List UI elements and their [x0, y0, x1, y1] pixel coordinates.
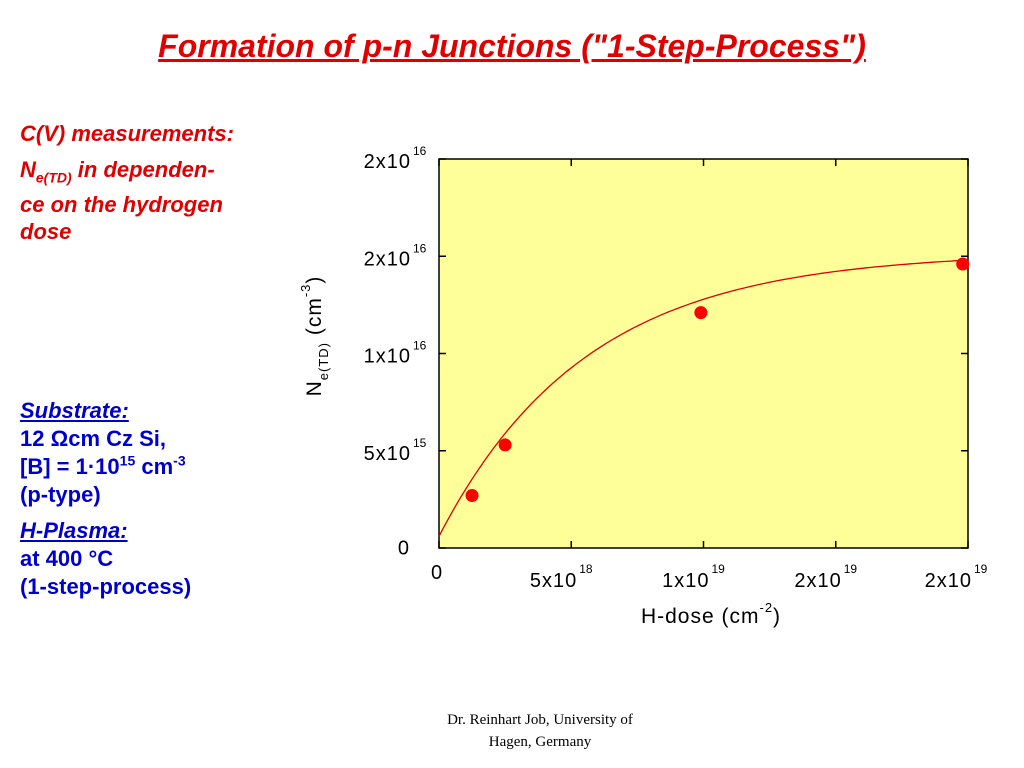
x-tick-exponent: 18 [579, 562, 593, 576]
x-tick-mantissa: 2x10 [794, 570, 841, 592]
y-tick-exponent: 15 [413, 436, 427, 450]
measurement-detail: Ne(TD) in dependen- ce on the hydrogen d… [20, 157, 223, 245]
y-tick-mantissa: 2x10 [364, 248, 411, 270]
substrate-resistivity: 12 Ωcm Cz Si, [20, 426, 167, 451]
x-tick-label: 0 [431, 562, 443, 584]
substrate-type: (p-type) [20, 482, 101, 507]
data-point [694, 306, 708, 320]
x-tick-mantissa: 5x10 [530, 570, 577, 592]
substrate-boron: [B] = 1·1015 cm-3 [20, 452, 186, 479]
x-tick-mantissa: 2x10 [925, 570, 972, 592]
measurement-description: C(V) measurements: Ne(TD) in dependen- c… [20, 120, 310, 245]
x-tick-mantissa: 1x10 [662, 570, 709, 592]
y-axis-label: Ne(TD) (cm-3) [298, 276, 331, 397]
fit-curve [438, 259, 969, 537]
measurement-heading: C(V) measurements: [20, 121, 234, 146]
y-tick-exponent: 16 [413, 241, 427, 255]
y-tick-exponent: 16 [413, 144, 427, 158]
y-tick-mantissa: 1x10 [364, 346, 411, 368]
y-tick-mantissa: 5x10 [364, 443, 411, 465]
plot-area [438, 158, 969, 549]
x-tick-exponent: 19 [712, 562, 726, 576]
substrate-heading: Substrate: [20, 398, 129, 423]
footer-credit: Dr. Reinhart Job, University of Hagen, G… [350, 709, 730, 753]
x-axis-label: H-dose (cm-2) [641, 600, 781, 628]
footer-line-1: Dr. Reinhart Job, University of [447, 712, 633, 728]
y-tick-label: 5x10 15 [364, 436, 427, 465]
data-point [465, 488, 479, 502]
data-point [956, 257, 970, 271]
y-tick-label: 2x10 16 [364, 144, 427, 173]
y-tick-exponent: 16 [413, 339, 427, 353]
slide-title: Formation of p-n Junctions ("1-Step-Proc… [158, 28, 866, 64]
process-description: Substrate: 12 Ωcm Cz Si, [B] = 1·1015 cm… [20, 397, 320, 601]
footer-line-2: Hagen, Germany [488, 734, 592, 750]
y-tick-label: 2x10 16 [364, 241, 427, 270]
y-tick-label: 1x10 16 [364, 339, 427, 368]
x-tick-exponent: 19 [844, 562, 858, 576]
y-tick-mantissa: 2x10 [364, 151, 411, 173]
data-point [498, 438, 512, 452]
plasma-heading: H-Plasma: [20, 518, 128, 543]
plasma-process: (1-step-process) [20, 574, 192, 599]
x-tick-exponent: 19 [974, 562, 988, 576]
y-tick-label: 0 [398, 537, 410, 559]
plasma-temperature: at 400 °C [20, 546, 114, 571]
